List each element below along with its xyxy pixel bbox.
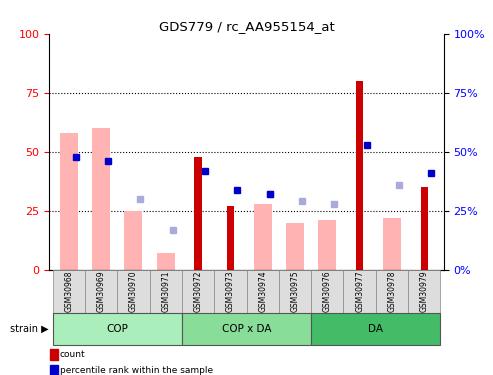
Text: GSM30970: GSM30970 — [129, 270, 138, 312]
Bar — [157, 254, 175, 270]
Bar — [60, 133, 77, 270]
Text: GSM30976: GSM30976 — [323, 270, 332, 312]
Bar — [92, 128, 110, 270]
FancyBboxPatch shape — [311, 270, 344, 312]
FancyBboxPatch shape — [149, 270, 182, 312]
FancyBboxPatch shape — [53, 312, 182, 345]
FancyBboxPatch shape — [214, 270, 246, 312]
Bar — [356, 81, 363, 270]
Bar — [227, 206, 234, 270]
FancyBboxPatch shape — [246, 270, 279, 312]
Text: GSM30971: GSM30971 — [161, 270, 170, 312]
FancyBboxPatch shape — [53, 270, 85, 312]
Text: GSM30977: GSM30977 — [355, 270, 364, 312]
Bar — [254, 204, 272, 270]
FancyBboxPatch shape — [376, 270, 408, 312]
Text: DA: DA — [368, 324, 384, 334]
Text: COP: COP — [106, 324, 128, 334]
FancyBboxPatch shape — [85, 270, 117, 312]
FancyBboxPatch shape — [117, 270, 149, 312]
Bar — [124, 211, 142, 270]
Text: GSM30979: GSM30979 — [420, 270, 429, 312]
Text: GSM30975: GSM30975 — [290, 270, 299, 312]
Text: GSM30978: GSM30978 — [387, 270, 396, 312]
Bar — [421, 187, 428, 270]
Text: COP x DA: COP x DA — [222, 324, 271, 334]
Title: GDS779 / rc_AA955154_at: GDS779 / rc_AA955154_at — [159, 20, 334, 33]
FancyBboxPatch shape — [311, 312, 440, 345]
FancyBboxPatch shape — [279, 270, 311, 312]
FancyBboxPatch shape — [344, 270, 376, 312]
Text: GSM30973: GSM30973 — [226, 270, 235, 312]
Bar — [286, 223, 304, 270]
FancyBboxPatch shape — [182, 270, 214, 312]
Text: percentile rank within the sample: percentile rank within the sample — [60, 366, 213, 375]
FancyBboxPatch shape — [408, 270, 440, 312]
Text: count: count — [60, 350, 85, 359]
Text: GSM30974: GSM30974 — [258, 270, 267, 312]
Text: strain ▶: strain ▶ — [10, 324, 49, 334]
Bar — [194, 157, 202, 270]
FancyBboxPatch shape — [182, 312, 311, 345]
Bar — [383, 218, 401, 270]
Text: GSM30972: GSM30972 — [194, 270, 203, 312]
Bar — [318, 220, 336, 270]
Bar — [50, 365, 58, 375]
Text: GSM30968: GSM30968 — [64, 270, 73, 312]
Text: GSM30969: GSM30969 — [97, 270, 106, 312]
Bar — [50, 349, 58, 360]
